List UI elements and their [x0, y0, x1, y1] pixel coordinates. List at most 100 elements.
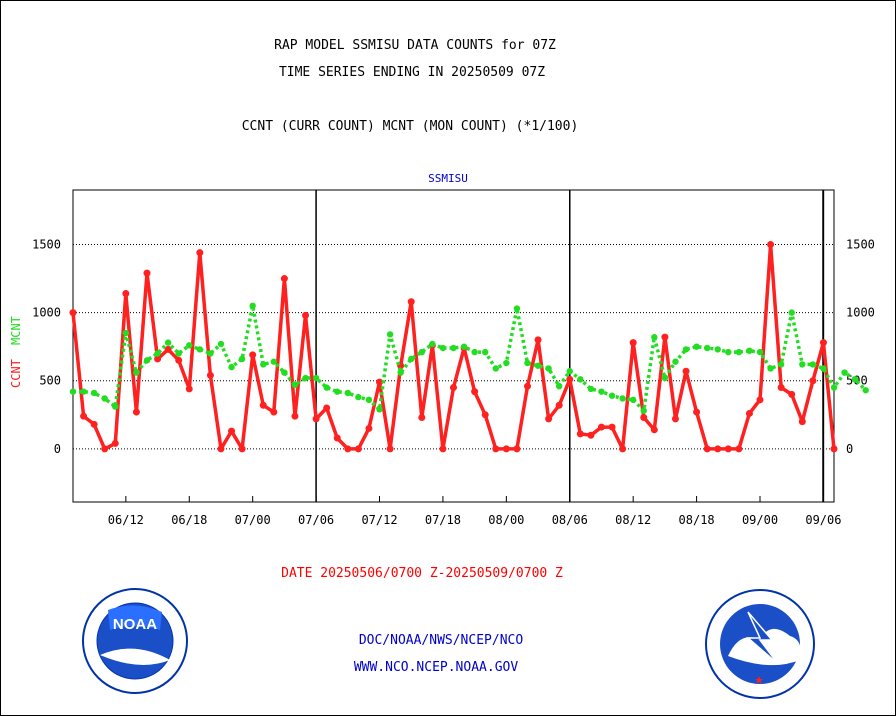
data-point-ccnt [164, 345, 172, 353]
data-point-ccnt [788, 390, 796, 398]
data-point-mcnt [302, 374, 309, 382]
data-point-mcnt [756, 348, 764, 356]
data-point-mcnt [112, 403, 119, 410]
data-point-ccnt [619, 445, 627, 453]
data-point-ccnt [344, 445, 352, 453]
data-point-ccnt [513, 445, 521, 453]
data-point-ccnt [597, 423, 605, 431]
data-point-ccnt [545, 415, 553, 423]
data-point-ccnt [534, 336, 542, 344]
data-point-mcnt [238, 355, 246, 363]
data-point-mcnt [587, 385, 595, 393]
data-point-ccnt [302, 311, 310, 319]
data-point-mcnt [460, 343, 468, 350]
data-point-mcnt [714, 346, 721, 353]
chart-title: RAP MODEL SSMISU DATA COUNTS for 07Z [274, 38, 556, 53]
data-point-mcnt [577, 376, 584, 383]
data-point-mcnt [555, 382, 563, 390]
data-point-ccnt [481, 411, 489, 419]
data-point-ccnt [608, 423, 616, 431]
x-tick-label: 07/00 [235, 513, 271, 527]
data-point-ccnt [439, 445, 447, 453]
data-point-mcnt [534, 362, 542, 369]
data-point-mcnt [439, 344, 447, 352]
data-point-ccnt [418, 414, 426, 422]
data-point-mcnt [862, 387, 869, 394]
data-point-mcnt [260, 361, 267, 368]
data-point-ccnt [154, 355, 162, 363]
data-point-ccnt [756, 396, 764, 404]
x-tick-label: 08/18 [679, 513, 715, 527]
data-point-ccnt [122, 290, 130, 298]
footer-link-doc[interactable]: DOC/NOAA/NWS/NCEP/NCO [358, 633, 524, 648]
data-point-ccnt [259, 401, 267, 409]
data-point-mcnt [386, 331, 394, 338]
data-point-mcnt [820, 365, 827, 372]
data-point-mcnt [629, 396, 637, 404]
data-point-mcnt [122, 329, 130, 337]
data-point-mcnt [355, 393, 362, 401]
data-point-ccnt [629, 339, 637, 347]
data-point-mcnt [154, 350, 161, 357]
data-point-ccnt [175, 356, 183, 364]
y-tick-label-left: 0 [54, 442, 61, 456]
footer-link-nco[interactable]: WWW.NCO.NCEP.NOAA.GOV [353, 660, 519, 675]
y-tick-label-left: 500 [39, 374, 61, 388]
data-point-mcnt [69, 388, 77, 395]
data-point-ccnt [407, 298, 415, 306]
data-point-ccnt [249, 351, 257, 359]
plot-area [72, 189, 835, 503]
y-axis-label-ccnt: CCNT [9, 359, 23, 388]
data-point-ccnt [703, 445, 711, 453]
data-point-ccnt [798, 418, 806, 426]
data-point-ccnt [323, 404, 331, 412]
data-point-mcnt [482, 348, 489, 356]
chart-subtitle: TIME SERIES ENDING IN 20250509 07Z [278, 65, 546, 80]
x-tick-label: 06/12 [108, 513, 144, 527]
data-point-ccnt [206, 371, 214, 379]
data-point-ccnt [587, 431, 595, 439]
data-point-mcnt [270, 358, 278, 365]
data-point-mcnt [841, 369, 848, 376]
data-point-mcnt [312, 374, 320, 382]
data-point-mcnt [80, 388, 87, 395]
data-point-mcnt [524, 359, 531, 367]
data-point-mcnt [545, 365, 552, 372]
data-point-mcnt [429, 340, 436, 348]
data-point-mcnt [492, 365, 499, 372]
data-point-mcnt [777, 361, 785, 368]
data-point-mcnt [513, 305, 521, 312]
data-point-ccnt [101, 445, 109, 453]
data-point-mcnt [365, 396, 373, 404]
x-axis-label: DATE 20250506/0700 Z-20250509/0700 Z [281, 566, 563, 581]
y-axis-label-mcnt: MCNT [9, 316, 23, 345]
data-point-ccnt [714, 445, 722, 453]
data-point-mcnt [133, 369, 140, 376]
data-point-ccnt [291, 412, 299, 420]
y-tick-label-right: 0 [846, 442, 853, 456]
data-point-mcnt [101, 395, 108, 402]
data-point-ccnt [111, 439, 119, 447]
data-point-mcnt [281, 369, 288, 376]
data-point-ccnt [830, 445, 838, 453]
data-point-mcnt [735, 348, 743, 356]
data-point-ccnt [724, 445, 732, 453]
data-point-ccnt [650, 426, 658, 434]
data-point-mcnt [661, 374, 669, 382]
data-point-ccnt [777, 384, 785, 392]
x-tick-label: 07/18 [425, 513, 461, 527]
data-point-mcnt [725, 348, 732, 356]
x-tick-label: 08/00 [488, 513, 524, 527]
data-point-ccnt [185, 385, 193, 393]
data-point-ccnt [809, 377, 817, 385]
data-point-mcnt [651, 333, 658, 341]
data-point-mcnt [207, 350, 214, 357]
data-point-mcnt [143, 357, 151, 364]
data-point-mcnt [291, 381, 299, 389]
data-point-ccnt [80, 412, 88, 420]
data-point-ccnt [492, 445, 500, 453]
x-tick-label: 06/18 [171, 513, 207, 527]
data-point-mcnt [450, 344, 457, 352]
data-point-mcnt [746, 347, 753, 354]
